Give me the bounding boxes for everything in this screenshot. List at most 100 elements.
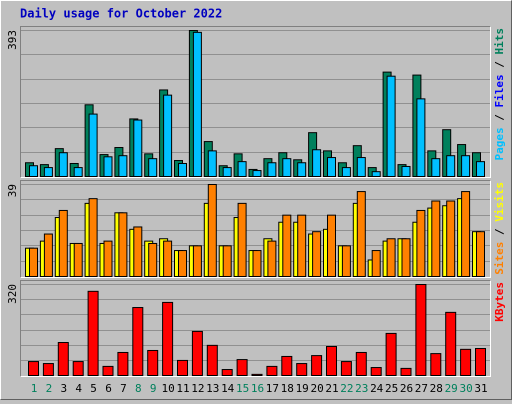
x-tick-label: 29 [445, 382, 458, 395]
x-tick-label: 10 [161, 382, 174, 395]
x-tick-label: 3 [60, 382, 67, 395]
bar [340, 361, 352, 376]
legend-entry: Files [493, 74, 506, 107]
legend-entry: KBytes [493, 282, 506, 322]
legend-separator: / [493, 55, 506, 75]
x-tick-label: 21 [325, 382, 338, 395]
legend-separator: / [493, 108, 506, 128]
bar [476, 231, 485, 278]
bar [312, 231, 322, 278]
bar [57, 342, 69, 377]
bar [177, 359, 188, 377]
bar [58, 209, 68, 277]
bar [267, 162, 277, 178]
bar [43, 167, 53, 177]
bar [341, 167, 351, 177]
x-tick-label: 31 [474, 382, 487, 395]
panel-edge [20, 26, 491, 178]
x-tick-label: 30 [459, 382, 472, 395]
bar [73, 242, 83, 278]
x-tick-label: 2 [46, 382, 53, 395]
bar [371, 250, 381, 278]
x-tick-label: 19 [296, 382, 309, 395]
x-tick-label: 23 [355, 382, 368, 395]
bar [475, 347, 486, 376]
x-tick-label: 7 [120, 382, 127, 395]
bar [297, 214, 307, 278]
bar [133, 119, 143, 177]
bar [461, 191, 471, 277]
bar [370, 367, 382, 377]
bar [118, 212, 128, 277]
x-tick-label: 16 [251, 382, 264, 395]
bar [385, 332, 397, 377]
legend-entry: Pages [493, 127, 506, 160]
legend: Sites / Visits [493, 182, 506, 275]
x-tick-label: 9 [150, 382, 157, 395]
x-tick-label: 24 [370, 382, 384, 395]
bar [237, 161, 247, 178]
bar [118, 155, 128, 177]
bar [460, 348, 472, 376]
x-tick-label: 13 [206, 382, 219, 395]
bar [401, 238, 411, 277]
bar [282, 158, 292, 177]
x-tick-label: 1 [31, 382, 38, 395]
bar [103, 156, 113, 178]
bar [371, 171, 381, 178]
bar [267, 240, 277, 278]
bar [207, 150, 217, 177]
bar [148, 158, 158, 177]
bar [297, 162, 307, 178]
legend: KBytes [493, 282, 506, 322]
bar [355, 351, 367, 377]
bar [102, 365, 114, 376]
x-tick-label: 15 [236, 382, 249, 395]
bar [356, 157, 366, 178]
bar [326, 345, 337, 376]
y-tick-label: 39 [6, 184, 19, 197]
bar [237, 202, 247, 277]
y-tick-label: 393 [6, 30, 19, 50]
bar [29, 165, 38, 177]
bar [296, 363, 308, 376]
bar [461, 155, 471, 177]
bar [191, 330, 203, 376]
x-tick-label: 11 [176, 382, 189, 395]
bar [147, 349, 159, 377]
bar [431, 158, 441, 177]
chart-title: Daily usage for October 2022 [20, 7, 222, 21]
bar [192, 245, 202, 277]
x-tick-label: 17 [266, 382, 279, 395]
bar [221, 369, 233, 377]
bar [356, 191, 366, 277]
bar [103, 240, 113, 278]
x-tick-label: 8 [135, 382, 142, 395]
bar [73, 167, 83, 177]
bar [430, 353, 442, 376]
bar [222, 167, 232, 177]
bar [476, 161, 485, 178]
bar [281, 355, 293, 376]
panel-edge [20, 180, 491, 278]
bar [58, 152, 68, 178]
bar [311, 355, 323, 376]
bar [87, 290, 99, 377]
bar [446, 155, 456, 177]
bar [148, 242, 158, 278]
x-tick-label: 6 [105, 382, 112, 395]
bar [327, 157, 336, 178]
bar [178, 250, 187, 278]
legend-entry: Sites [493, 242, 506, 275]
bar [446, 200, 456, 277]
bar [400, 367, 412, 376]
x-tick-label: 27 [415, 382, 428, 395]
bar [28, 361, 39, 376]
bar [206, 344, 218, 377]
bar [252, 250, 262, 278]
bar [132, 307, 144, 376]
bar [282, 214, 292, 278]
x-tick-label: 14 [221, 382, 235, 395]
